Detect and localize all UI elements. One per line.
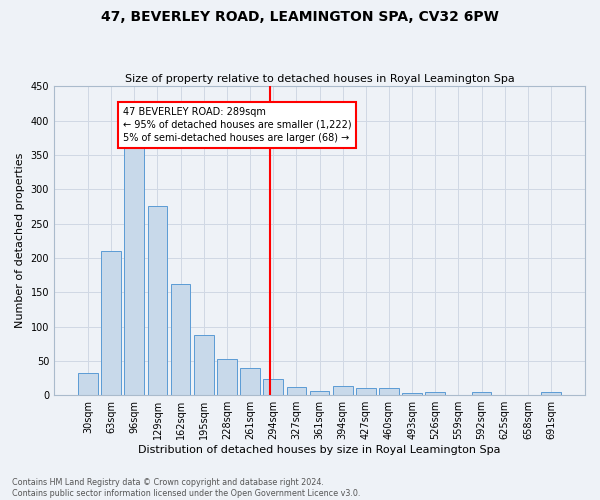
Bar [310,391,329,395]
Bar [425,392,445,395]
Bar [541,392,561,395]
Bar [240,368,260,395]
Text: 47, BEVERLEY ROAD, LEAMINGTON SPA, CV32 6PW: 47, BEVERLEY ROAD, LEAMINGTON SPA, CV32 … [101,10,499,24]
Bar [124,136,144,395]
Text: Contains HM Land Registry data © Crown copyright and database right 2024.
Contai: Contains HM Land Registry data © Crown c… [12,478,361,498]
X-axis label: Distribution of detached houses by size in Royal Leamington Spa: Distribution of detached houses by size … [138,445,501,455]
Bar [194,335,214,395]
Bar [379,388,399,395]
Bar [171,284,190,395]
Bar [402,393,422,395]
Title: Size of property relative to detached houses in Royal Leamington Spa: Size of property relative to detached ho… [125,74,514,84]
Y-axis label: Number of detached properties: Number of detached properties [15,153,25,328]
Bar [217,359,237,395]
Bar [78,373,98,395]
Bar [287,387,306,395]
Bar [263,378,283,395]
Text: 47 BEVERLEY ROAD: 289sqm
← 95% of detached houses are smaller (1,222)
5% of semi: 47 BEVERLEY ROAD: 289sqm ← 95% of detach… [123,107,352,143]
Bar [148,206,167,395]
Bar [472,392,491,395]
Bar [333,386,353,395]
Bar [356,388,376,395]
Bar [101,251,121,395]
